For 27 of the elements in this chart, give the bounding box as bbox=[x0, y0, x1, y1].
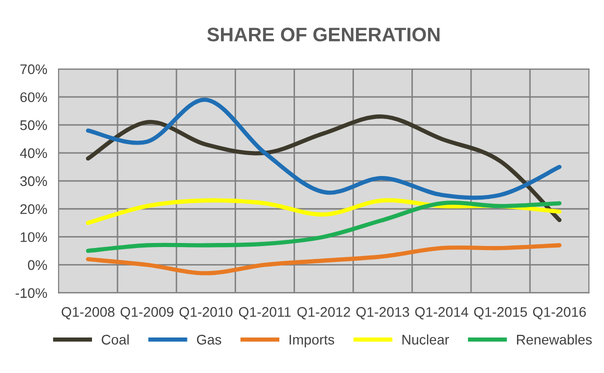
legend-label: Gas bbox=[196, 334, 222, 345]
y-tick-label: 50% bbox=[20, 120, 47, 130]
legend-label: Nuclear bbox=[402, 334, 449, 345]
x-tick-label: Q1-2014 bbox=[415, 307, 468, 320]
y-tick-label: 70% bbox=[20, 64, 47, 74]
y-tick-label: 20% bbox=[20, 204, 47, 214]
legend-label: Renewables bbox=[517, 334, 592, 345]
x-tick-label: Q1-2008 bbox=[62, 307, 114, 320]
y-tick-label: 10% bbox=[20, 232, 47, 242]
line-series bbox=[86, 243, 562, 276]
x-tick-label: Q1-2009 bbox=[120, 307, 174, 320]
x-tick-label: Q1-2015 bbox=[474, 307, 527, 320]
x-tick-label: Q1-2011 bbox=[238, 307, 291, 320]
line-series bbox=[86, 114, 562, 222]
x-tick-label: Q1-2013 bbox=[356, 307, 410, 320]
chart-title: SHARE OF GENERATION bbox=[207, 28, 440, 42]
y-tick-label: 30% bbox=[20, 176, 47, 186]
legend-label: Imports bbox=[290, 334, 334, 348]
y-tick-label: 0% bbox=[28, 260, 47, 270]
y-tick-label: 60% bbox=[20, 92, 47, 102]
line-series bbox=[86, 200, 562, 253]
x-tick-label: Q1-2010 bbox=[180, 307, 232, 320]
y-tick-label: -10% bbox=[16, 288, 47, 298]
x-tick-label: Q1-2012 bbox=[297, 307, 350, 320]
x-tick-label: Q1-2016 bbox=[533, 307, 586, 320]
legend-label: Coal bbox=[102, 334, 129, 345]
y-tick-label: 40% bbox=[20, 148, 47, 158]
